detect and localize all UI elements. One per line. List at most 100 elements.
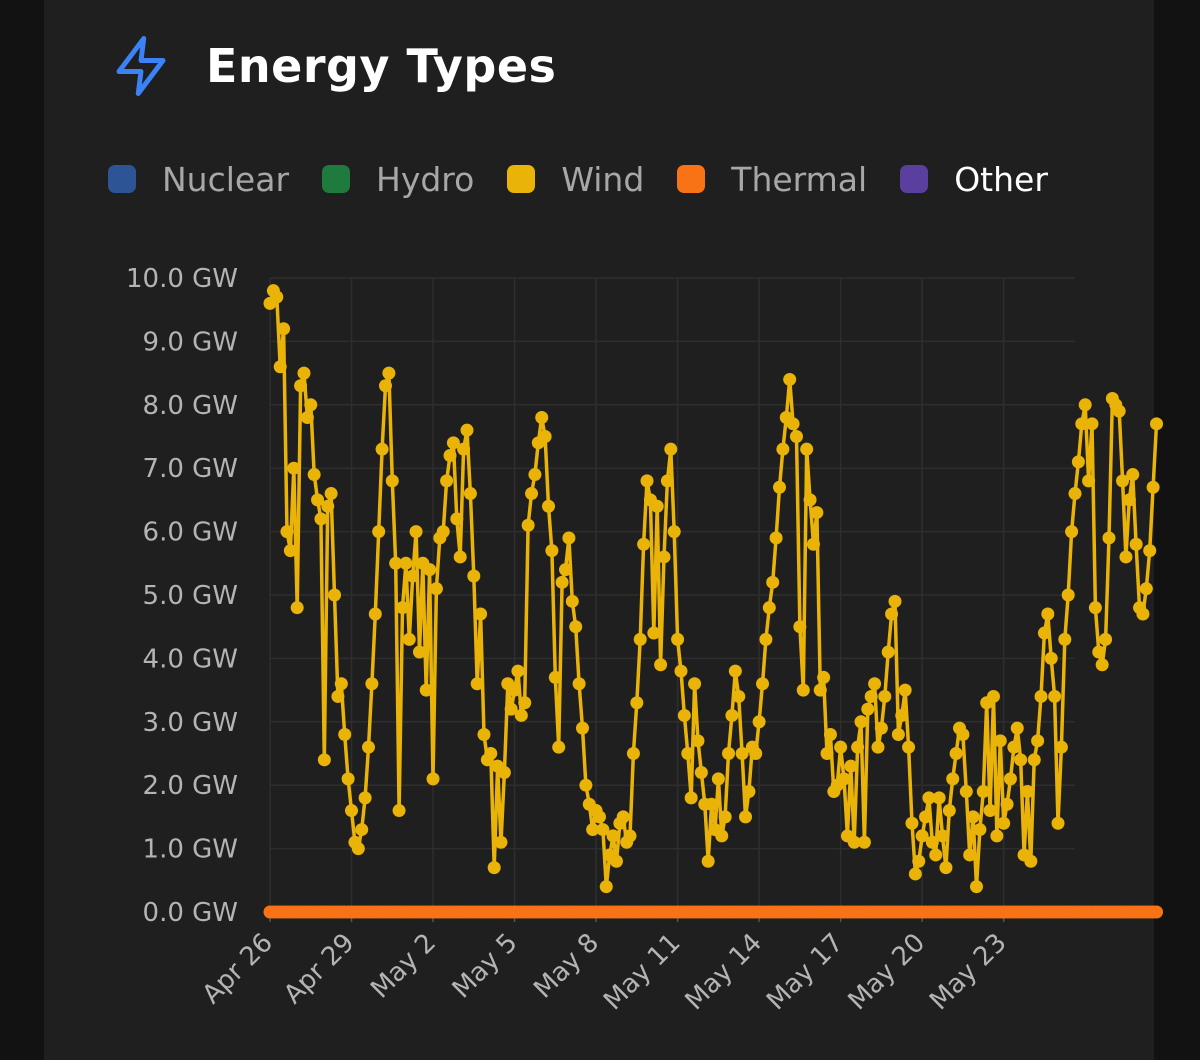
wind-point xyxy=(888,594,902,608)
x-tick-label: May 14 xyxy=(680,928,768,1016)
wind-point xyxy=(545,544,559,558)
legend-item-other[interactable]: Other xyxy=(900,160,1048,199)
legend-item-hydro[interactable]: Hydro xyxy=(322,160,474,199)
wind-point xyxy=(800,442,814,456)
legend-item-wind[interactable]: Wind xyxy=(507,160,644,199)
wind-point xyxy=(786,417,800,431)
wind-point xyxy=(528,468,542,482)
legend-swatch xyxy=(900,165,929,193)
wind-point xyxy=(756,677,770,691)
wind-point xyxy=(633,632,647,646)
wind-point xyxy=(956,727,970,741)
wind-point xyxy=(297,366,311,380)
wind-point xyxy=(1065,525,1079,539)
wind-point xyxy=(338,727,352,741)
wind-point xyxy=(402,632,416,646)
wind-point xyxy=(986,689,1000,703)
legend-swatch xyxy=(677,165,706,193)
wind-point xyxy=(592,810,606,824)
wind-point xyxy=(606,829,620,843)
wind-point xyxy=(409,525,423,539)
wind-point xyxy=(378,379,392,393)
wind-point xyxy=(599,880,613,894)
wind-point xyxy=(457,442,471,456)
wind-point xyxy=(362,740,376,754)
legend-item-nuclear[interactable]: Nuclear xyxy=(108,160,289,199)
wind-point xyxy=(395,601,409,615)
series-wind xyxy=(263,284,1164,894)
wind-point xyxy=(572,677,586,691)
wind-point xyxy=(518,696,532,710)
wind-point xyxy=(949,747,963,760)
wind-point xyxy=(857,835,871,849)
wind-point xyxy=(341,772,355,786)
wind-point xyxy=(895,708,909,722)
wind-point xyxy=(1116,474,1130,488)
wind-point xyxy=(874,721,888,735)
wind-point xyxy=(769,531,783,545)
wind-point xyxy=(535,410,549,424)
wind-point xyxy=(1027,753,1041,767)
wind-point xyxy=(399,556,413,570)
wind-point xyxy=(1082,474,1096,488)
chart-card xyxy=(44,0,1154,1060)
wind-point xyxy=(942,804,956,818)
wind-point xyxy=(277,322,291,336)
wind-point xyxy=(1024,854,1038,868)
wind-point xyxy=(861,702,875,716)
wind-point xyxy=(436,525,450,539)
chart-legend: Nuclear Hydro Wind Thermal Other xyxy=(108,155,1081,203)
wind-point xyxy=(508,683,522,697)
wind-point xyxy=(912,854,926,868)
wind-point xyxy=(667,525,681,539)
wind-point xyxy=(1129,537,1143,551)
wind-point xyxy=(1112,404,1126,418)
wind-point xyxy=(487,861,501,875)
wind-point xyxy=(997,816,1011,830)
wind-point xyxy=(470,677,484,691)
wind-point xyxy=(596,823,610,837)
wind-point xyxy=(351,842,365,856)
wind-point xyxy=(1071,455,1085,469)
wind-point xyxy=(555,575,569,589)
wind-point xyxy=(694,766,708,780)
wind-point xyxy=(463,487,477,501)
wind-point xyxy=(688,677,702,691)
wind-point xyxy=(766,575,780,589)
wind-point xyxy=(504,702,518,716)
wind-point xyxy=(419,683,433,697)
wind-point xyxy=(983,804,997,818)
wind-point xyxy=(474,607,488,621)
y-tick-label: 9.0 GW xyxy=(143,327,238,357)
wind-point xyxy=(300,410,314,424)
wind-point xyxy=(966,810,980,824)
wind-point xyxy=(1075,417,1089,431)
wind-point xyxy=(711,772,725,786)
wind-point xyxy=(1136,607,1150,621)
wind-point xyxy=(389,556,403,570)
wind-point xyxy=(674,664,688,678)
wind-point xyxy=(677,708,691,722)
wind-point xyxy=(664,442,678,456)
wind-point xyxy=(1092,645,1106,659)
wind-point xyxy=(287,461,301,475)
wind-point xyxy=(446,436,460,450)
wind-point xyxy=(440,474,454,488)
wind-point xyxy=(575,721,589,735)
wind-point xyxy=(565,594,579,608)
wind-point xyxy=(548,670,562,684)
wind-point xyxy=(1139,582,1153,596)
wind-point xyxy=(725,708,739,722)
wind-point xyxy=(932,791,946,805)
legend-item-thermal[interactable]: Thermal xyxy=(677,160,867,199)
card-header: Energy Types xyxy=(108,26,556,106)
x-tick-label: Apr 26 xyxy=(197,928,279,1010)
wind-point xyxy=(375,442,389,456)
wind-point xyxy=(976,785,990,799)
wind-point xyxy=(1037,626,1051,640)
wind-point xyxy=(365,677,379,691)
wind-point xyxy=(671,632,685,646)
wind-point xyxy=(823,727,837,741)
wind-point xyxy=(936,829,950,843)
legend-swatch xyxy=(322,165,351,193)
